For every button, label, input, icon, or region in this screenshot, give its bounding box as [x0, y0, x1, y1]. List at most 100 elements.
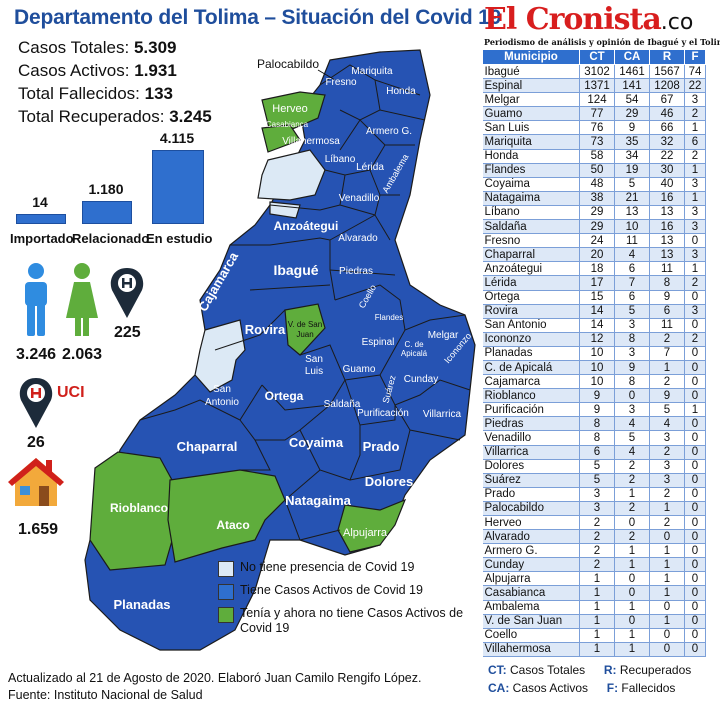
cell-municipio: Mariquita [482, 134, 580, 150]
cell-municipio: Cajamarca [482, 374, 580, 390]
cell-municipio: Casabianca [482, 585, 580, 601]
cell-value: 3 [684, 219, 706, 235]
cell-value: 0 [684, 600, 706, 615]
table-body: Ibagué 3102 1461 1567 74 Espinal 1371 141 1208 22… [482, 64, 706, 657]
cell-value: 1208 [649, 78, 685, 94]
cell-value: 50 [579, 163, 615, 178]
label-alvarado: Alvarado [338, 233, 378, 244]
cell-value: 1 [614, 487, 650, 502]
table-row: San Luis 76 9 66 1 [482, 120, 706, 136]
female-count: 2.063 [62, 346, 103, 363]
cell-value: 6 [649, 304, 685, 319]
cell-value: 9 [614, 120, 650, 136]
cell-value: 5 [614, 304, 650, 319]
legend-label: Tenía y ahora no tiene Casos Activos de … [240, 606, 464, 635]
cell-value: 2 [614, 459, 650, 474]
cell-value: 3 [579, 487, 615, 502]
cell-value: 2 [579, 515, 615, 531]
label-ortega: Ortega [265, 389, 304, 403]
table-row: Rioblanco 9 0 9 0 [482, 388, 706, 404]
cell-value: 1 [649, 360, 685, 376]
cell-value: 9 [579, 388, 615, 404]
cell-value: 2 [649, 445, 685, 460]
cell-municipio: Icononzo [482, 332, 580, 347]
cell-value: 8 [579, 416, 615, 432]
label-villahermosa: Villahermosa [282, 136, 340, 147]
cell-value: 2 [614, 473, 650, 488]
cell-value: 6 [614, 290, 650, 305]
cell-municipio: Espinal [482, 78, 580, 94]
table-row: Natagaima 38 21 16 1 [482, 191, 706, 206]
cell-value: 1 [579, 628, 615, 643]
municipal-borders [139, 64, 471, 541]
cell-value: 0 [684, 233, 706, 249]
cell-municipio: Villahermosa [482, 642, 580, 657]
origin-bar-category: Importado [10, 231, 74, 246]
cell-value: 3 [614, 318, 650, 333]
brand-name: El Cronista [484, 2, 662, 37]
label-san-antonio-2: Antonio [205, 397, 239, 408]
cell-value: 11 [649, 261, 685, 277]
cell-value: 0 [684, 585, 706, 601]
footer-update-note: Actualizado al 21 de Agosto de 2020. Ela… [8, 671, 422, 685]
cell-value: 0 [684, 459, 706, 474]
page-title: Departamento del Tolima – Situación del … [14, 6, 502, 29]
cell-value: 0 [614, 585, 650, 601]
legend-label: Tiene Casos Activos de Covid 19 [240, 583, 423, 597]
cell-value: 2 [614, 501, 650, 517]
cell-value: 3 [649, 473, 685, 488]
origin-bar-value: 4.115 [159, 130, 195, 146]
cell-value: 2 [684, 106, 706, 122]
cell-value: 0 [684, 529, 706, 545]
cell-value: 38 [579, 191, 615, 206]
label-saldana: Saldaña [324, 399, 361, 410]
cell-value: 0 [684, 430, 706, 446]
cell-municipio: Alvarado [482, 529, 580, 545]
table-row: Fresno 24 11 13 0 [482, 233, 706, 249]
region-v-de-san-juan [284, 303, 326, 356]
cell-value: 35 [614, 134, 650, 150]
label-rioblanco: Rioblanco [110, 501, 168, 515]
cell-value: 11 [614, 233, 650, 249]
cell-value: 5 [579, 473, 615, 488]
label-villarrica: Villarrica [423, 409, 462, 420]
table-row: Cunday 2 1 1 0 [482, 557, 706, 573]
stat-label: Total Fallecidos: [18, 84, 140, 103]
cell-value: 18 [579, 261, 615, 277]
label-guamo: Guamo [343, 364, 376, 375]
cell-value: 1 [649, 585, 685, 601]
cell-value: 29 [579, 219, 615, 235]
region-alpujarra [337, 498, 407, 553]
cell-value: 141 [614, 78, 650, 94]
cell-value: 0 [649, 529, 685, 545]
cell-value: 46 [649, 106, 685, 122]
table-row: Icononzo 12 8 2 2 [482, 332, 706, 347]
table-row: Prado 3 1 2 0 [482, 487, 706, 502]
cell-value: 17 [579, 275, 615, 291]
label-san-antonio-1: San [213, 384, 231, 395]
label-rovira: Rovira [245, 322, 286, 337]
table-row: Saldaña 29 10 16 3 [482, 219, 706, 235]
cell-value: 8 [649, 275, 685, 291]
cell-value: 6 [614, 261, 650, 277]
label-flandes: Flandes [375, 313, 403, 322]
table-row: Melgar 124 54 67 3 [482, 92, 706, 108]
table-row: Alvarado 2 2 0 0 [482, 529, 706, 545]
cell-municipio: Natagaima [482, 191, 580, 206]
cell-value: 0 [684, 445, 706, 460]
region-east-rovira-light [194, 319, 246, 393]
table-row: Planadas 10 3 7 0 [482, 346, 706, 361]
cell-value: 0 [684, 571, 706, 587]
cell-value: 0 [684, 374, 706, 390]
col-header-ct: CT [579, 49, 615, 65]
label-melgar: Melgar [428, 330, 459, 341]
cell-municipio: Líbano [482, 205, 580, 221]
cell-value: 13 [649, 233, 685, 249]
cell-value: 1 [614, 557, 650, 573]
label-chaparral: Chaparral [177, 439, 238, 454]
cell-municipio: Alpujarra [482, 571, 580, 587]
uci-count: 26 [27, 434, 45, 451]
cell-value: 1 [579, 585, 615, 601]
cell-municipio: Saldaña [482, 219, 580, 235]
cell-value: 3 [684, 205, 706, 221]
